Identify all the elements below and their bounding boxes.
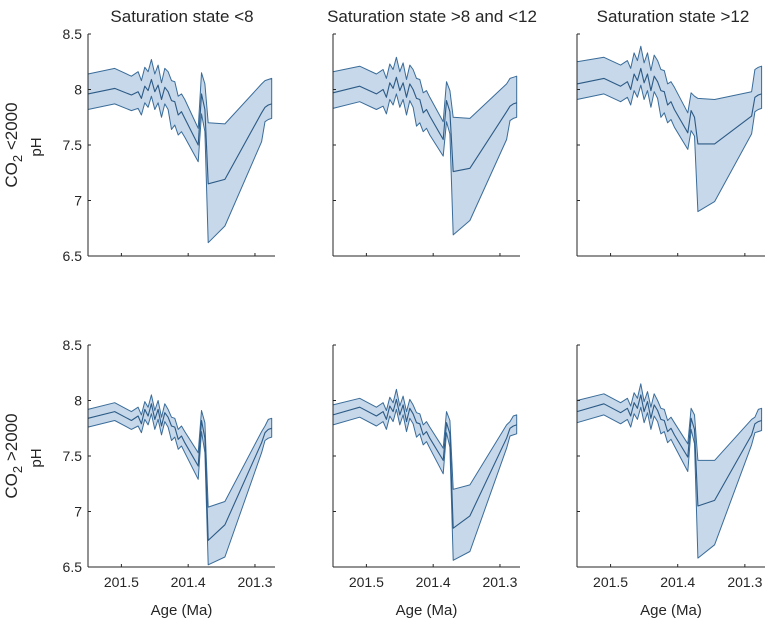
- median-line: [332, 76, 517, 173]
- column-title-3: Saturation state >12: [597, 7, 750, 26]
- median-line: [87, 403, 272, 541]
- y-axis-label: pH: [28, 448, 45, 467]
- x-tick-label: 201.4: [660, 574, 695, 590]
- x-tick-label: 201.3: [482, 574, 517, 590]
- median-line: [87, 78, 272, 185]
- x-axis-label: Age (Ma): [151, 602, 213, 619]
- panel-r1-c1: 6.5 7 7.5 8 8.5 pH: [28, 26, 275, 264]
- y-tick-label: 7.5: [63, 137, 83, 153]
- y-tick-label: 8.5: [63, 26, 83, 42]
- y-tick-label: 7.5: [63, 448, 83, 464]
- median-line: [576, 394, 762, 507]
- panel-r1-c2: [332, 33, 520, 257]
- row-label-bottom: CO2 >2000: [2, 413, 25, 498]
- panel-r1-c3: [576, 33, 765, 257]
- panel-r2-c3: 201.5 201.4 201.3 Age (Ma): [576, 344, 765, 619]
- confidence-band: [576, 383, 763, 559]
- x-tick-label: 201.4: [171, 574, 206, 590]
- y-tick-label: 8: [74, 82, 82, 98]
- panels-group: 6.5 7 7.5 8 8.5 pH 6.5 7 7.5 8 8.5 201.5 201.4 201.3 p…: [28, 26, 765, 619]
- y-tick-label: 6.5: [63, 248, 83, 264]
- y-tick-label: 8.5: [63, 337, 83, 353]
- x-tick-label: 201.3: [237, 574, 272, 590]
- y-tick-label: 6.5: [63, 559, 83, 575]
- column-title-2: Saturation state >8 and <12: [327, 7, 537, 26]
- x-tick-label: 201.3: [727, 574, 762, 590]
- row-label-bottom-prefix: CO: [2, 473, 21, 499]
- y-axis-label: pH: [28, 137, 45, 156]
- panel-r2-c1: 6.5 7 7.5 8 8.5 201.5 201.4 201.3 pH Age (Ma): [28, 337, 275, 619]
- row-label-bottom-sub: 2: [10, 466, 25, 473]
- median-line: [576, 67, 762, 145]
- row-label-top-sub: 2: [10, 155, 25, 162]
- x-tick-label: 201.5: [349, 574, 384, 590]
- x-axis-label: Age (Ma): [640, 602, 702, 619]
- row-label-top-suffix: <2000: [2, 102, 21, 154]
- column-title-1: Saturation state <8: [110, 7, 253, 26]
- x-tick-label: 201.4: [416, 574, 451, 590]
- panel-r2-c2: 201.5 201.4 201.3 Age (Ma): [332, 344, 520, 619]
- y-tick-label: 7: [74, 193, 82, 209]
- confidence-band: [87, 394, 273, 566]
- x-tick-label: 201.5: [104, 574, 139, 590]
- median-line: [332, 398, 517, 529]
- row-label-top-prefix: CO: [2, 162, 21, 188]
- confidence-band: [87, 59, 273, 244]
- row-label-top: CO2 <2000: [2, 102, 25, 187]
- row-label-bottom-suffix: >2000: [2, 413, 21, 465]
- x-axis-label: Age (Ma): [396, 602, 458, 619]
- y-tick-label: 8: [74, 393, 82, 409]
- y-tick-label: 7: [74, 504, 82, 520]
- x-tick-label: 201.5: [593, 574, 628, 590]
- confidence-band: [332, 56, 518, 236]
- confidence-band: [332, 388, 518, 561]
- confidence-band: [576, 45, 763, 213]
